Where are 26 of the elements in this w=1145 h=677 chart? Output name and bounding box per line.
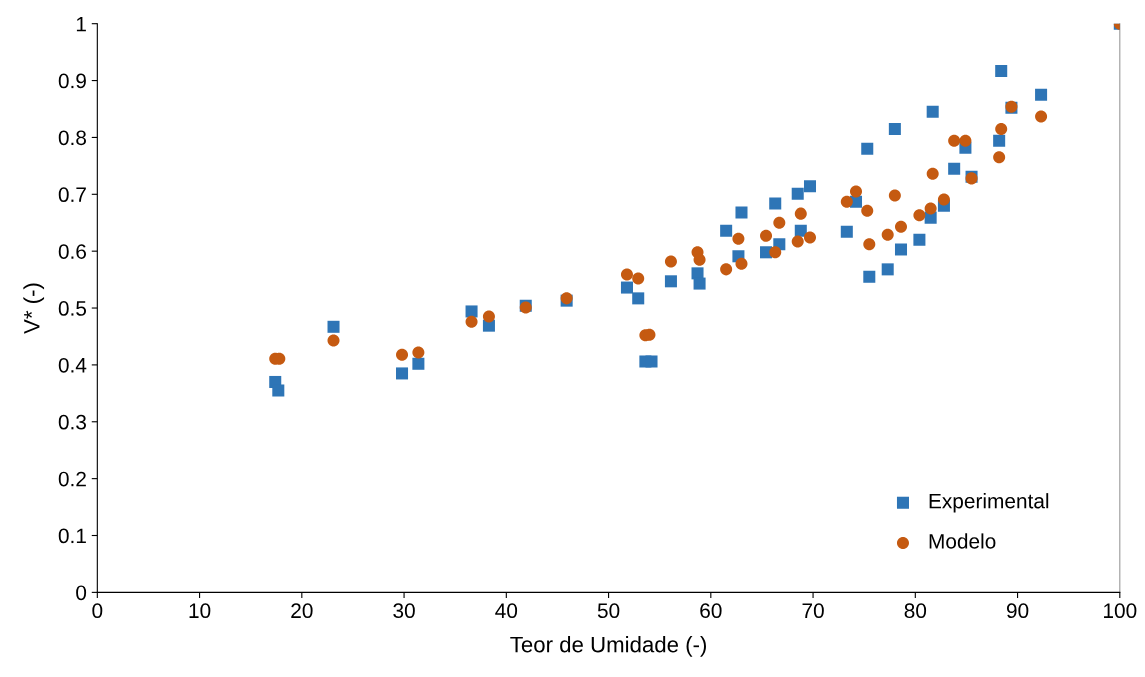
x-tick-label: 60 [700,603,722,619]
y-tick-label: 1 [76,16,86,32]
x-tick-label: 50 [597,603,620,619]
x-tick-label: 30 [393,603,415,619]
x-tick-label: 0 [92,603,103,619]
x-tick-label: 90 [1006,603,1029,619]
legend-label: Experimental [929,493,1049,513]
x-tick-label: 80 [904,603,927,619]
y-axis-title: V* (-) [23,283,45,334]
x-tick-label: 100 [1104,603,1137,619]
y-tick-label: 0 [76,585,87,601]
y-tick-label: 0.2 [58,471,86,487]
legend-label: Modelo [929,533,996,549]
x-tick-label: 20 [291,603,313,619]
y-tick-label: 0.7 [58,187,86,203]
x-tick-label: 10 [189,603,211,619]
y-tick-label: 0.5 [58,301,87,316]
y-tick-label: 0.4 [58,357,87,373]
y-tick-label: 0.8 [58,130,87,146]
y-tick-label: 0.3 [58,414,86,430]
x-tick-label: 40 [495,603,518,619]
x-axis-title: Teor de Umidade (-) [510,636,706,657]
x-tick-label: 70 [802,603,824,619]
y-tick-label: 0.1 [58,528,86,544]
y-tick-label: 0.9 [58,73,86,89]
y-tick-label: 0.6 [58,244,86,259]
